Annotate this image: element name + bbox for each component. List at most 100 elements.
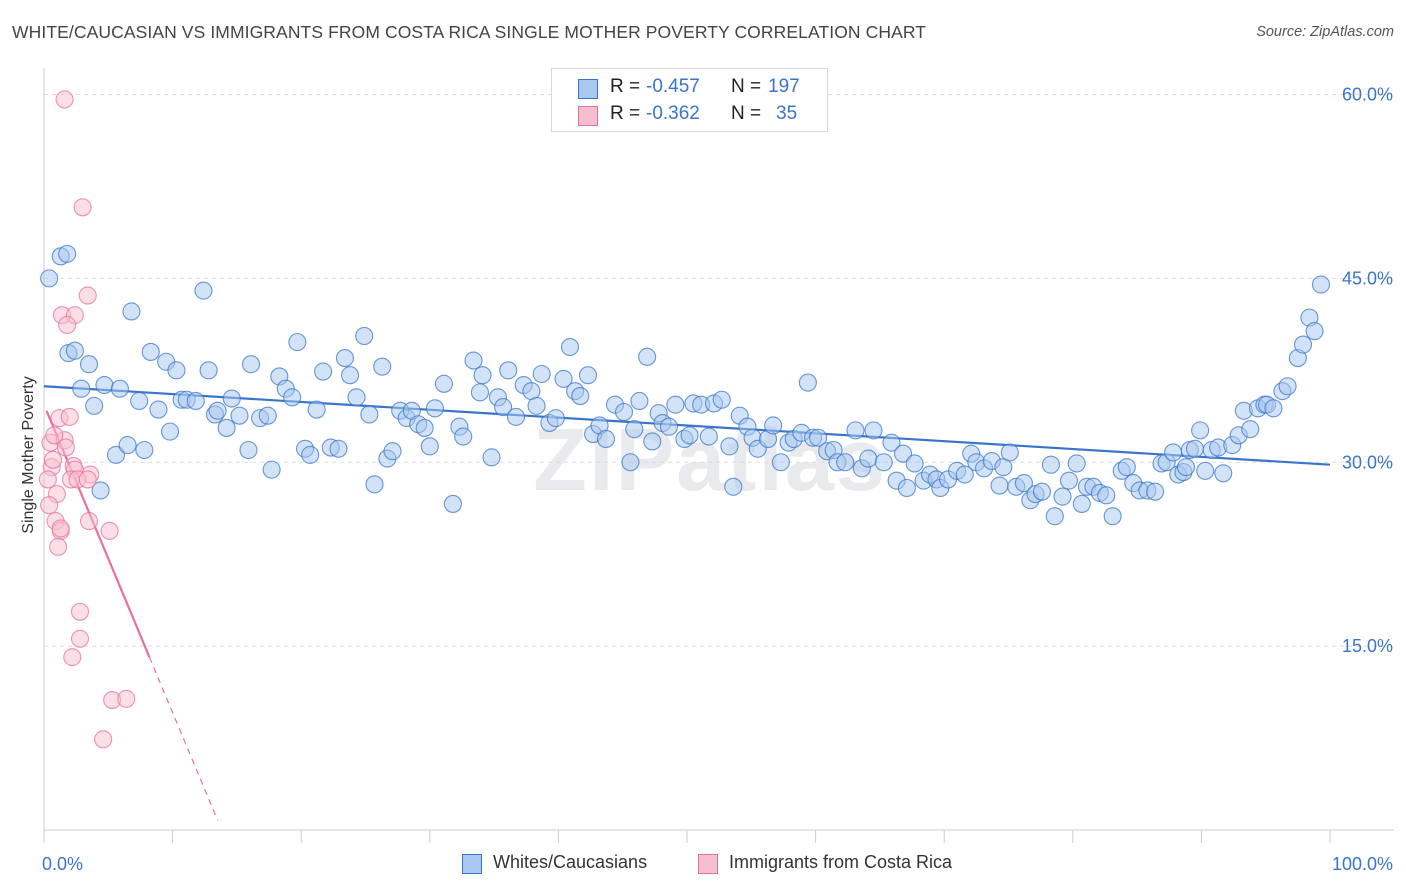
- costa-rica-point: [78, 286, 97, 305]
- costa-rica-point: [51, 519, 70, 538]
- legend-label-white: Whites/Caucasians: [493, 852, 648, 872]
- white-point: [347, 388, 366, 407]
- white-point: [341, 366, 360, 385]
- costa-rica-point: [79, 512, 99, 531]
- white-point: [239, 440, 258, 460]
- white-point: [230, 406, 249, 425]
- white-point: [882, 433, 901, 452]
- white-point: [864, 421, 883, 440]
- costa-rica-point: [58, 315, 77, 335]
- y-tick-labels: 15.0% 30.0% 45.0% 60.0%: [1342, 85, 1393, 657]
- y-tick-label: 30.0%: [1342, 452, 1393, 472]
- n-value: 35: [776, 103, 798, 124]
- x-tick-label: 0.0%: [42, 854, 83, 874]
- white-point: [990, 476, 1009, 495]
- x-tick-label: 100.0%: [1332, 854, 1393, 874]
- white-point: [1278, 377, 1297, 396]
- white-trend-line: [43, 385, 1331, 466]
- white-point: [217, 418, 236, 437]
- white-point: [85, 396, 104, 415]
- white-point: [1103, 507, 1122, 526]
- white-point: [638, 347, 657, 366]
- costa-rica-point: [40, 496, 59, 515]
- white-point: [383, 442, 402, 461]
- white-point: [764, 416, 783, 435]
- white-point: [65, 341, 84, 360]
- white-point: [355, 326, 374, 346]
- white-point: [106, 445, 126, 464]
- white-point: [443, 494, 462, 513]
- white-point: [1191, 421, 1210, 440]
- pink-swatch: [578, 106, 598, 126]
- white-point: [420, 437, 439, 456]
- series-legend: Whites/Caucasians Immigrants from Costa …: [460, 852, 1020, 876]
- white-point: [859, 449, 878, 468]
- white-point: [499, 361, 518, 380]
- white-point: [1214, 464, 1233, 483]
- white-point: [1059, 471, 1078, 490]
- white-point: [699, 427, 718, 446]
- costa-rica-point: [78, 470, 97, 489]
- y-tick-label: 60.0%: [1342, 85, 1393, 105]
- n-value: 197: [768, 76, 800, 97]
- white-point: [335, 349, 354, 368]
- white-point: [680, 426, 699, 445]
- white-point: [454, 427, 473, 446]
- white-point: [643, 432, 662, 451]
- white-point: [846, 421, 865, 440]
- white-point: [160, 422, 180, 441]
- white-point: [666, 395, 685, 414]
- white-point: [712, 390, 731, 409]
- white-point: [798, 373, 817, 392]
- white-point: [307, 400, 326, 419]
- white-point: [527, 396, 546, 415]
- white-point: [571, 387, 590, 406]
- white-point: [1264, 399, 1283, 418]
- costa-rica-point: [49, 537, 68, 556]
- white-point: [122, 302, 141, 321]
- white-point: [1311, 275, 1331, 294]
- costa-rica-point: [100, 521, 119, 540]
- white-point: [809, 428, 828, 447]
- white-point: [425, 399, 444, 418]
- white-point: [167, 361, 186, 380]
- white-point: [130, 391, 149, 411]
- n-label: N =: [731, 76, 762, 97]
- costa-rica-point: [38, 470, 57, 489]
- white-point: [415, 418, 434, 437]
- r-value: -0.362: [646, 103, 700, 124]
- white-point: [91, 481, 110, 500]
- white-point: [494, 398, 513, 417]
- white-point: [283, 388, 302, 407]
- white-point: [288, 333, 307, 352]
- white-point: [141, 342, 160, 361]
- white-point: [1146, 482, 1165, 501]
- white-point: [58, 244, 77, 263]
- white-point: [79, 355, 99, 374]
- data-points: [38, 90, 1331, 749]
- white-point: [360, 405, 379, 424]
- white-point: [258, 406, 277, 425]
- white-point: [1305, 322, 1324, 341]
- y-axis-label: Single Mother Poverty: [20, 376, 37, 533]
- white-point: [836, 453, 855, 472]
- costa-rica-point: [94, 730, 113, 749]
- white-point: [434, 374, 453, 393]
- white-point: [1032, 482, 1051, 501]
- white-point: [482, 448, 501, 467]
- r-value: -0.457: [646, 76, 700, 97]
- costa-rica-point: [55, 90, 74, 109]
- white-point: [1241, 420, 1260, 439]
- white-point: [720, 437, 739, 456]
- white-point: [1185, 439, 1205, 458]
- costa-rica-point: [117, 689, 136, 708]
- costa-rica-point: [63, 648, 82, 667]
- white-point: [506, 407, 526, 426]
- white-point: [470, 383, 490, 402]
- white-point: [874, 453, 893, 472]
- white-point: [1176, 458, 1196, 477]
- legend-label-costa-rica: Immigrants from Costa Rica: [729, 852, 953, 872]
- white-point: [1045, 507, 1064, 526]
- white-point: [659, 417, 679, 436]
- white-point: [329, 439, 348, 458]
